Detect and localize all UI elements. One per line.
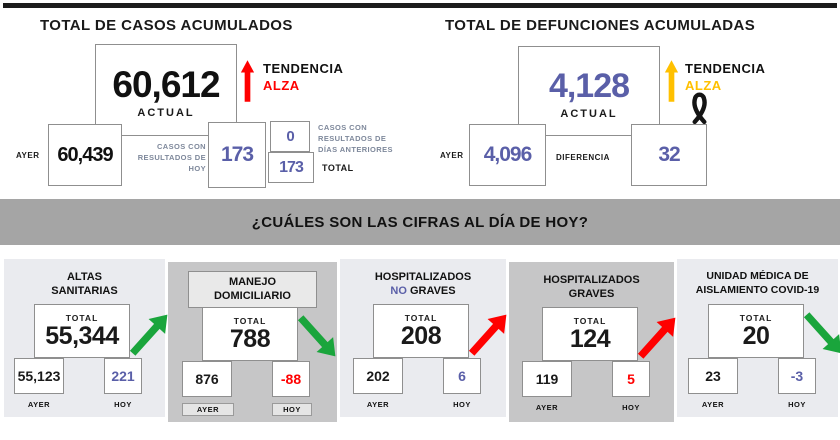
deaths-section-title: TOTAL DE DEFUNCIONES ACUMULADAS [445,17,756,34]
total-label: TOTAL [573,316,607,326]
total-value: 20 [742,322,770,350]
total-box: TOTAL 208 [373,304,469,358]
cases-ayer-label: AYER [16,151,40,160]
deaths-actual-box: 4,128 ACTUAL [518,46,660,136]
top-rule [3,3,837,8]
deaths-ayer-box: 4,096 [469,124,546,186]
deaths-actual-label: ACTUAL [560,107,618,120]
cases-ayer-box: 60,439 [48,124,122,186]
deaths-diff-value: 32 [658,143,680,166]
mourning-ribbon-icon [692,92,707,125]
ayer-label: AYER [535,403,559,412]
panel-title: MANEJO DOMICILIARIO [188,271,317,308]
cases-previous-box: 0 [270,121,310,152]
hoy-value: 221 [111,368,135,384]
hoy-value: 6 [458,368,466,384]
cases-trend-label: TENDENCIA [263,61,344,76]
total-label: TOTAL [404,313,438,323]
cases-section-title: TOTAL DE CASOS ACUMULADOS [40,17,293,34]
ayer-label: AYER [182,403,234,416]
total-value: 124 [569,325,611,353]
panel-hospitalizados-graves: HOSPITALIZADOS GRAVES TOTAL 124 119 5 AY… [509,262,676,422]
cases-total-box: 173 [268,152,314,183]
total-box: TOTAL 124 [542,307,638,361]
deaths-diff-label: DIFERENCIA [556,153,610,162]
total-label: TOTAL [739,313,773,323]
cases-total-label: TOTAL [322,163,354,173]
deaths-ayer-label: AYER [440,151,464,160]
panel-title: UNIDAD MÉDICA DE AISLAMIENTO COVID-19 [695,270,820,296]
ayer-box: 23 [688,358,738,394]
total-box: TOTAL 20 [708,304,804,358]
hoy-value: 5 [627,371,635,387]
total-box: TOTAL 55,344 [34,304,130,358]
hoy-value: -3 [790,368,804,384]
ayer-value: 119 [535,371,559,387]
total-value: 788 [229,325,271,353]
ayer-box: 119 [522,361,572,397]
trend-up-arrow-icon [468,308,507,360]
hoy-value: -88 [280,371,302,387]
cases-trend-up-arrow-icon [240,60,255,102]
ayer-box: 876 [182,361,232,397]
ayer-value: 202 [366,368,390,384]
trend-up-arrow-icon [637,311,676,363]
ayer-value: 23 [705,368,721,384]
hoy-box: 5 [612,361,650,397]
hoy-label: HOY [622,403,640,412]
question-banner-text: ¿CUÁLES SON LAS CIFRAS AL DÍA DE HOY? [251,213,589,231]
ayer-label: AYER [701,400,725,409]
trend-down-arrow-icon [297,311,336,363]
cases-hoy-value: 173 [220,143,254,166]
hoy-box: -88 [272,361,310,397]
cases-trend-direction: ALZA [263,78,300,93]
panel-unidad-medica-aislamiento: UNIDAD MÉDICA DE AISLAMIENTO COVID-19 TO… [677,259,840,417]
deaths-ayer-value: 4,096 [483,143,533,166]
question-banner: ¿CUÁLES SON LAS CIFRAS AL DÍA DE HOY? [0,199,840,245]
hoy-box: 6 [443,358,481,394]
cases-actual-box: 60,612 ACTUAL [95,44,237,136]
cases-ayer-value: 60,439 [57,143,113,166]
hoy-label: HOY [114,400,132,409]
deaths-trend-up-arrow-icon [664,60,679,102]
total-box: TOTAL 788 [202,307,298,361]
ayer-box: 202 [353,358,403,394]
ayer-value: 55,123 [17,368,61,384]
deaths-trend-label: TENDENCIA [685,61,766,76]
trend-down-arrow-icon [803,308,840,360]
deaths-diff-box: 32 [631,124,707,186]
hoy-box: -3 [778,358,816,394]
total-label: TOTAL [65,313,99,323]
cases-hoy-box: 173 [208,122,266,188]
ayer-label: AYER [27,400,51,409]
hoy-label: HOY [453,400,471,409]
total-value: 208 [400,322,442,350]
cases-previous-value: 0 [286,128,294,145]
deaths-trend-direction: ALZA [685,78,722,93]
panel-title: ALTAS SANITARIAS [51,271,118,298]
panel-altas-sanitarias: ALTAS SANITARIAS TOTAL 55,344 55,123 221… [4,259,168,417]
hoy-label: HOY [788,400,806,409]
cases-actual-label: ACTUAL [137,106,195,119]
deaths-actual-value: 4,128 [548,66,630,105]
hoy-box: 221 [104,358,142,394]
ayer-label: AYER [366,400,390,409]
ayer-value: 876 [195,371,219,387]
total-label: TOTAL [233,316,267,326]
total-value: 55,344 [45,322,119,350]
ayer-box: 55,123 [14,358,64,394]
cases-actual-value: 60,612 [112,63,220,105]
hoy-label: HOY [272,403,312,416]
panel-manejo-domiciliario: MANEJO DOMICILIARIO TOTAL 788 876 -88 AY… [168,262,337,422]
panel-hospitalizados-no-graves: HOSPITALIZADOS NO GRAVES TOTAL 208 202 6… [340,259,507,417]
panel-title: HOSPITALIZADOS NO GRAVES [374,271,472,298]
cases-hoy-description: CASOS CON RESULTADOS DE HOY [137,142,206,173]
trend-up-arrow-icon [129,308,168,360]
cases-previous-description: CASOS CON RESULTADOS DE DÍAS ANTERIORES [318,123,393,154]
panel-title: HOSPITALIZADOS GRAVES [543,274,640,301]
cases-total-value: 173 [279,158,304,176]
